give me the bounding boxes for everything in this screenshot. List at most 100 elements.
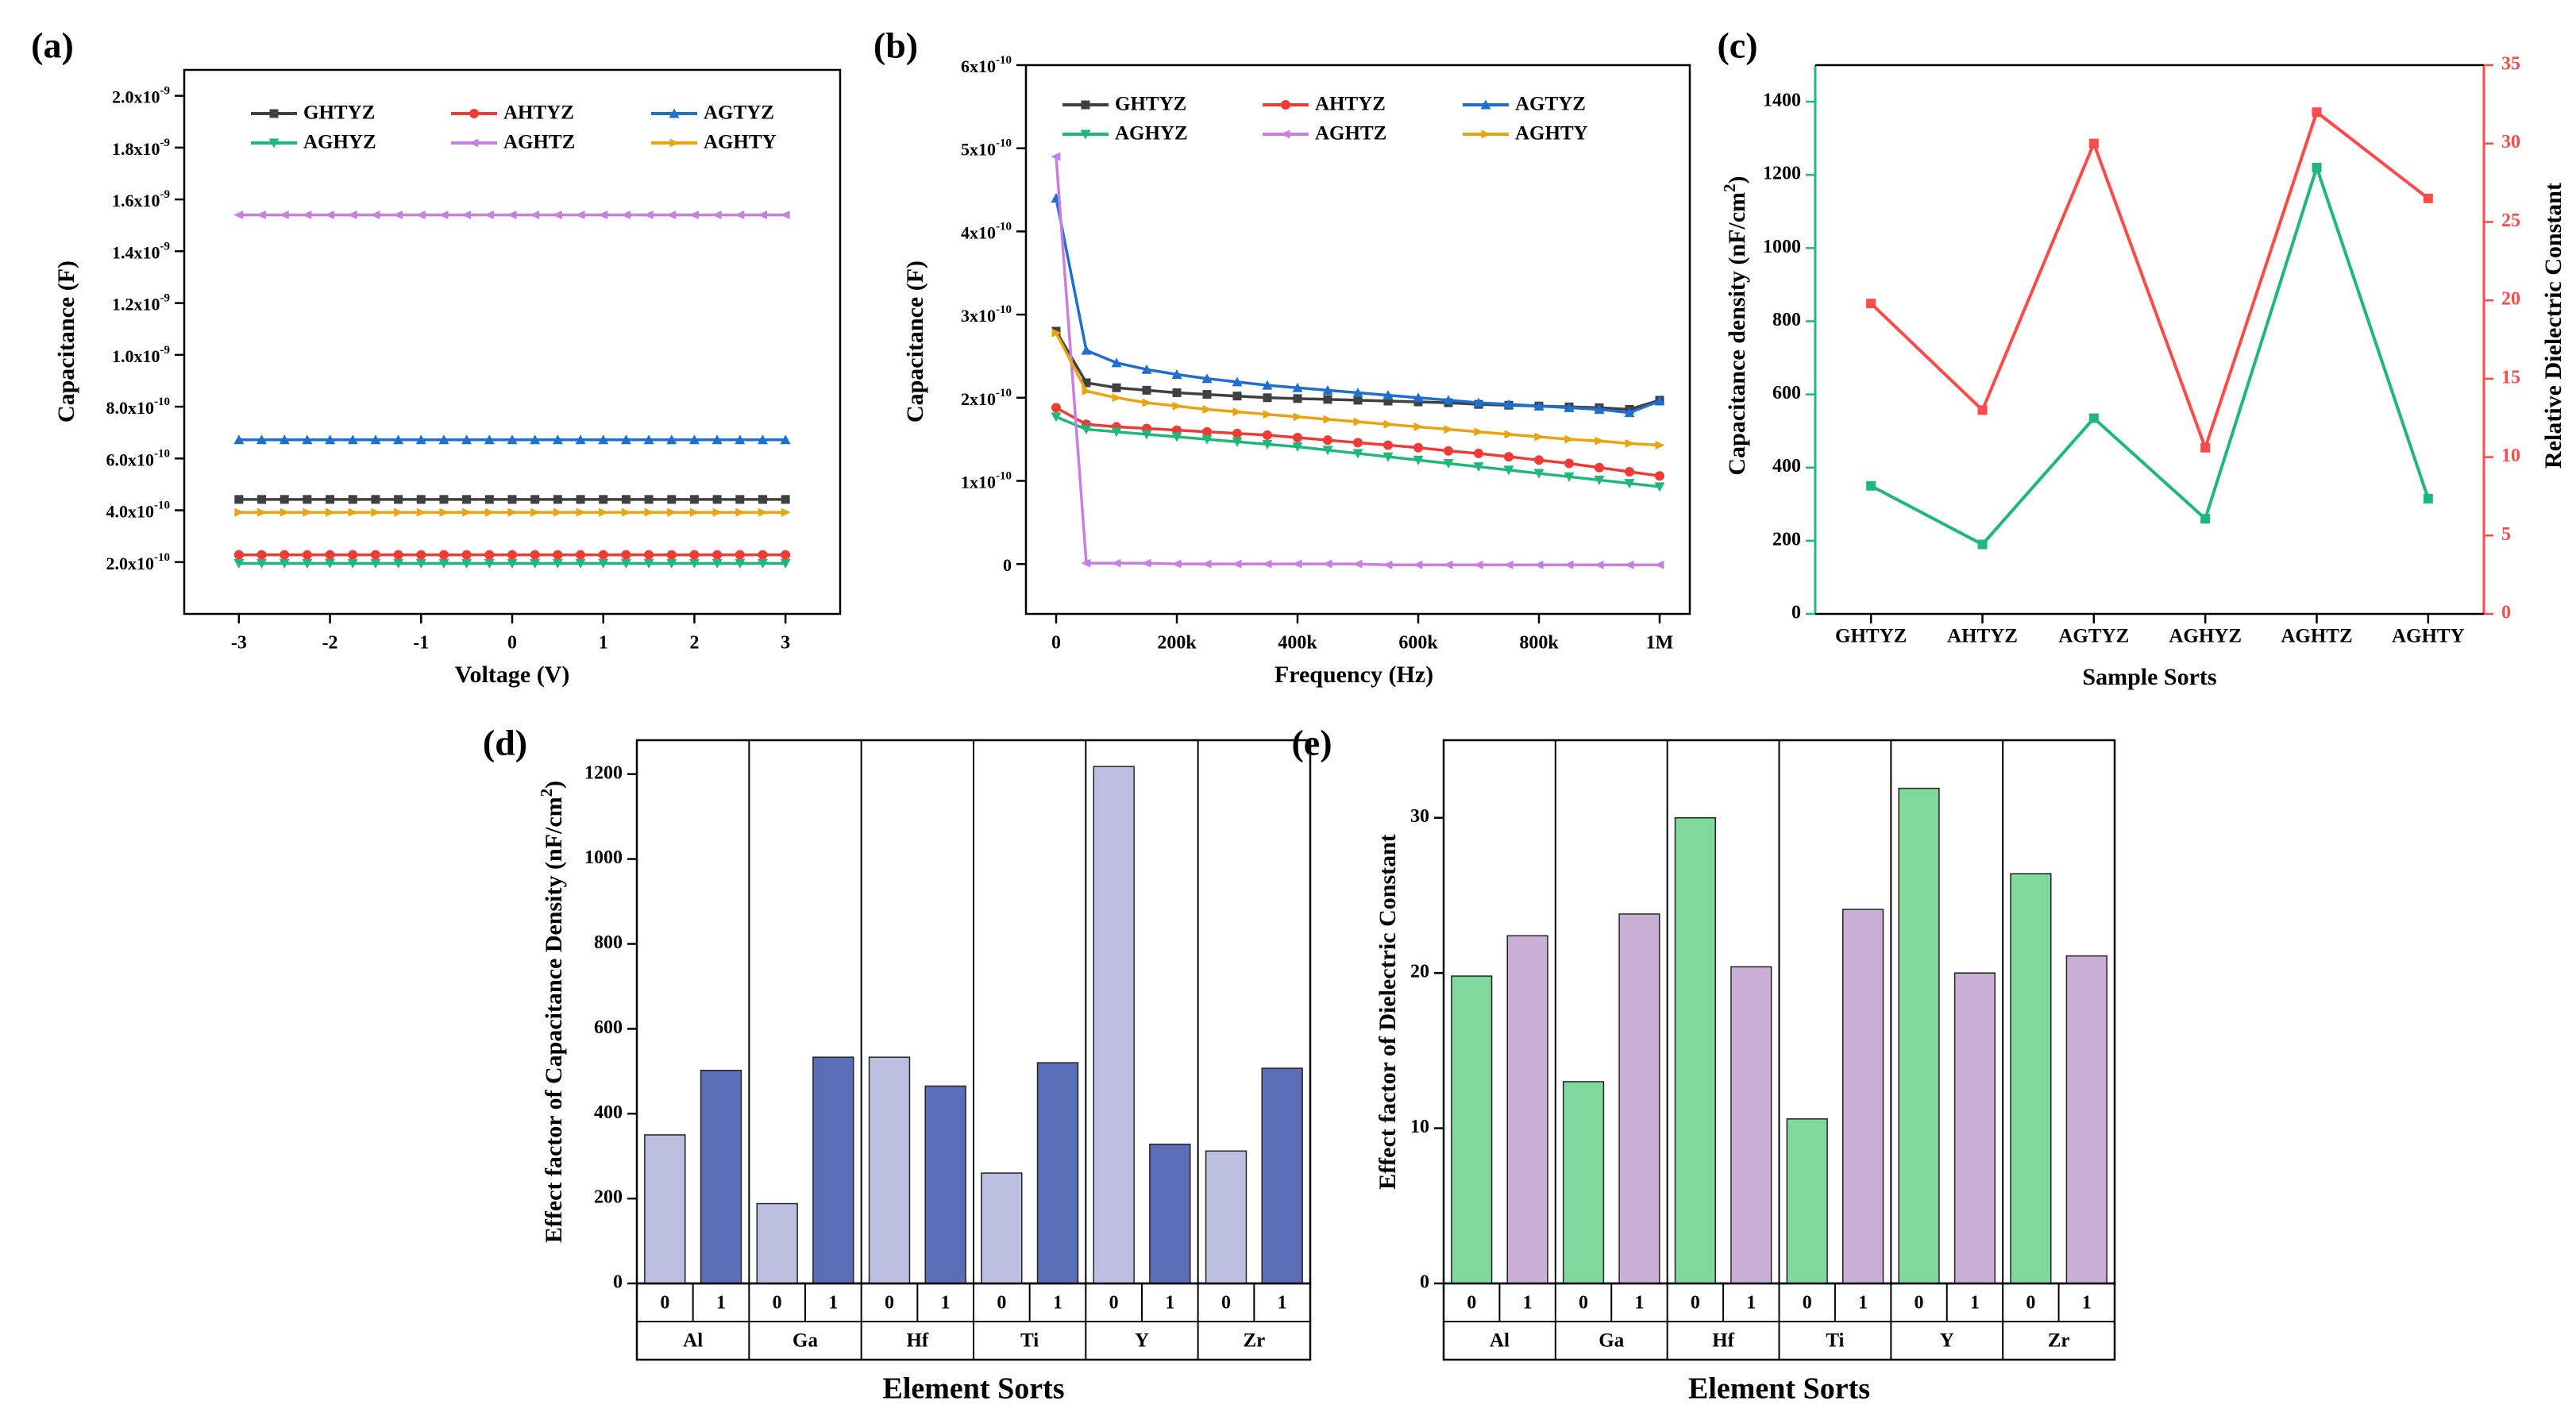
x-tick-label-a-6: 3 [781, 633, 790, 654]
y-tick-label-b-3: 3x10-10 [961, 304, 1012, 326]
bar-e-Hf-0 [1674, 816, 1716, 1284]
marker-c-density-2 [2088, 413, 2099, 423]
marker-a-legend-AGTYZ-0 [669, 108, 680, 118]
y-tick-label-c-0: 0 [1791, 603, 1801, 623]
marker-a-AGHTY-18 [644, 507, 654, 517]
y-tick-label-b-4: 4x10-10 [961, 221, 1012, 243]
marker-a-AGHTZ-8 [415, 210, 426, 220]
y-tick-label-d-3: 600 [594, 1017, 623, 1038]
panel-label-a: (a) [31, 25, 74, 66]
marker-a-AHTYZ-17 [621, 550, 631, 560]
legend-label-b-AGHTZ: AGHTZ [1315, 123, 1386, 145]
marker-b-legend-AGHTY-0 [1481, 129, 1491, 139]
marker-a-GHTYZ-10 [462, 495, 472, 504]
bar-d-Ti-0 [981, 1172, 1023, 1284]
marker-a-AHTYZ-0 [233, 550, 244, 560]
marker-b-GHTYZ-7 [1263, 393, 1272, 403]
marker-b-AGTYZ-4 [1171, 369, 1182, 379]
y-axis-title-e: Effect factor of Dielectric Constant [1375, 834, 1401, 1190]
marker-a-AGHTZ-13 [530, 210, 540, 220]
marker-a-AHTYZ-15 [576, 550, 586, 560]
y-tick-label-a-2-base: 6.0x10 [106, 450, 155, 469]
x-tick-label-a-5: 2 [689, 633, 699, 654]
marker-b-AGHTY-13 [1444, 425, 1454, 434]
marker-b-AGTYZ-16 [1533, 400, 1544, 411]
x-tick-label-c-4: AGHTZ [2281, 626, 2352, 647]
marker-a-AGTYZ-15 [575, 434, 586, 445]
marker-a-AGHYZ-12 [507, 558, 518, 569]
y-tick-label-a-1-base: 4.0x10 [106, 502, 155, 522]
marker-a-AGHYZ-15 [575, 558, 586, 569]
bar-e-Zr-0 [2010, 873, 2052, 1284]
marker-a-AGHYZ-6 [370, 558, 381, 569]
y2-tick-label-c-5: 25 [2501, 210, 2520, 231]
marker-b-AGHTZ-15 [1503, 560, 1514, 569]
x-tick-label-c-2: AGTYZ [2058, 626, 2129, 647]
marker-b-AHTYZ-18 [1595, 462, 1604, 473]
y-axis-title-c-tail: ) [1724, 176, 1750, 183]
bar-d-Ga-0 [756, 1202, 798, 1284]
legend-label-b-AGHYZ: AGHYZ [1115, 123, 1188, 145]
marker-b-AGHYZ-3 [1141, 430, 1152, 440]
marker-c-density-4 [2312, 162, 2322, 172]
bar-e-Al-1 [1506, 935, 1548, 1284]
y-axis-title-d-sup: 2 [537, 789, 556, 797]
y-axis-title-d-text: Effect factor of Capacitance Density (nF… [541, 797, 567, 1243]
marker-a-AGTYZ-13 [530, 434, 541, 445]
marker-a-AGTYZ-21 [711, 434, 723, 445]
y-tick-label-a-6-base: 1.4x10 [112, 242, 160, 262]
marker-b-AGHTZ-18 [1594, 560, 1604, 569]
marker-a-AHTYZ-14 [553, 550, 563, 560]
marker-a-AGHTY-1 [257, 507, 268, 517]
marker-a-AGTYZ-19 [666, 434, 677, 445]
marker-b-AGHYZ-6 [1232, 437, 1243, 447]
group-label-d-Ti: Ti [1020, 1330, 1039, 1352]
marker-a-GHTYZ-11 [484, 495, 494, 504]
marker-a-AHTYZ-1 [256, 550, 267, 560]
marker-b-AGHTY-10 [1353, 417, 1363, 426]
marker-b-AGTYZ-17 [1564, 402, 1575, 412]
marker-a-AGTYZ-9 [438, 434, 449, 445]
y-tick-label-a-2-exp: -10 [154, 448, 170, 461]
bar-d-Ti-1 [1036, 1062, 1079, 1284]
marker-a-AGTYZ-17 [620, 434, 631, 445]
marker-a-AGHTZ-21 [711, 210, 722, 220]
marker-a-AGHTY-20 [689, 507, 700, 517]
y-tick-label-e-0: 0 [1420, 1272, 1429, 1293]
marker-a-AGHTY-22 [735, 507, 746, 517]
marker-a-AGTYZ-8 [415, 434, 426, 445]
marker-b-AHTYZ-7 [1263, 430, 1272, 440]
marker-b-legend-AGTYZ-0 [1480, 99, 1491, 110]
sub-label-e-Al-0: 0 [1467, 1293, 1476, 1314]
marker-a-GHTYZ-8 [416, 495, 426, 504]
marker-b-AGHTY-0 [1051, 328, 1062, 338]
marker-b-GHTYZ-9 [1323, 395, 1332, 404]
marker-b-AGHTZ-19 [1624, 560, 1634, 569]
sub-label-d-Hf-0: 0 [885, 1293, 894, 1314]
y-tick-label-b-4-base: 4x10 [961, 222, 996, 242]
marker-b-AGHTZ-10 [1352, 559, 1363, 569]
marker-b-AGHTY-9 [1323, 415, 1333, 424]
marker-b-AGHTZ-2 [1111, 558, 1121, 568]
marker-a-AGHTY-16 [599, 507, 609, 517]
marker-a-AGTYZ-6 [370, 434, 381, 445]
marker-a-AGHTY-4 [326, 507, 336, 517]
sub-label-e-Y-0: 0 [1915, 1293, 1924, 1314]
marker-a-AGTYZ-10 [461, 434, 472, 445]
x-tick-label-b-4: 800k [1519, 633, 1559, 654]
marker-a-AGTYZ-1 [256, 434, 268, 445]
marker-a-AGHTY-3 [303, 507, 313, 517]
marker-b-AGHTZ-1 [1081, 558, 1091, 568]
marker-b-AGHTY-3 [1142, 398, 1152, 407]
marker-b-GHTYZ-8 [1293, 394, 1302, 403]
marker-a-AGHYZ-4 [325, 558, 336, 569]
y-tick-label-a-5-exp: -9 [160, 292, 171, 305]
y-tick-label-b-1-base: 1x10 [961, 473, 996, 492]
y-tick-label-a-6-exp: -9 [160, 241, 171, 253]
marker-b-GHTYZ-4 [1172, 388, 1182, 398]
sub-label-e-Ti-0: 0 [1803, 1293, 1812, 1314]
y-axis-title-c-sup: 2 [1720, 183, 1739, 192]
y-tick-label-a-8-base: 1.8x10 [112, 139, 160, 159]
bar-e-Y-1 [1953, 972, 1996, 1284]
